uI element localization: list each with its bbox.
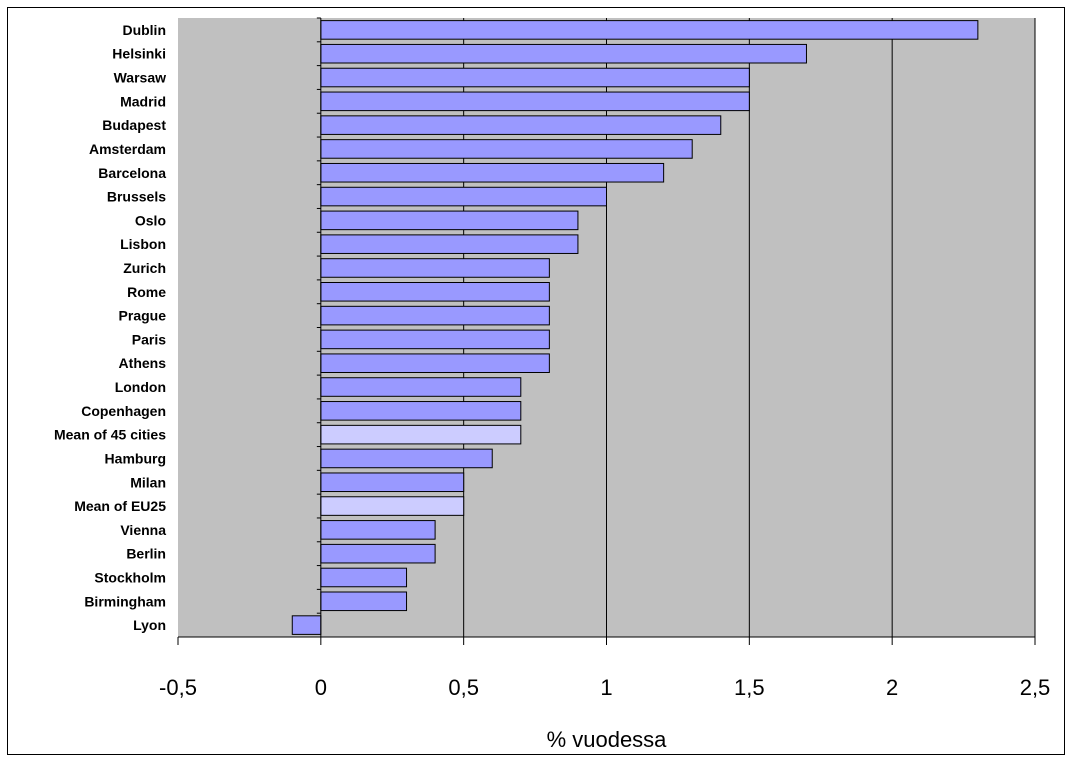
category-label: Mean of 45 cities [54, 427, 166, 443]
bar-london [320, 377, 522, 397]
category-label: Helsinki [112, 46, 166, 62]
bar-copenhagen [320, 401, 522, 421]
bar-berlin [320, 543, 436, 564]
bar-dublin [320, 20, 979, 40]
category-label: Lyon [133, 617, 166, 633]
category-label: Brussels [107, 189, 166, 205]
bar-warsaw [320, 67, 750, 88]
bar-paris [320, 329, 550, 350]
category-label: Rome [127, 284, 166, 300]
category-label: Vienna [120, 522, 166, 538]
bar-brussels [320, 186, 607, 207]
bar-hamburg [320, 448, 493, 469]
bar-helsinki [320, 43, 807, 64]
category-label: Mean of EU25 [74, 498, 166, 514]
category-label: Berlin [126, 546, 166, 562]
x-tick-label: 0,5 [448, 675, 479, 700]
category-label: Barcelona [98, 165, 166, 181]
x-tick-label: 1 [600, 675, 612, 700]
category-label: Hamburg [105, 450, 166, 466]
x-axis-title: % vuodessa [547, 727, 668, 752]
bar-lisbon [320, 234, 579, 254]
category-labels: Dublin Helsinki Warsaw Madrid Budapest Amster… [54, 22, 166, 633]
bars [291, 20, 979, 635]
category-label: London [115, 379, 166, 395]
category-label: Lisbon [120, 236, 166, 252]
x-tick-label: 0 [315, 675, 327, 700]
category-label: Zurich [123, 260, 166, 276]
category-label: Milan [130, 474, 166, 490]
bar-mean-of-eu25 [320, 496, 465, 516]
bar-prague [320, 305, 550, 326]
bar-barcelona [320, 162, 665, 183]
category-label: Dublin [122, 22, 166, 38]
category-label: Paris [132, 331, 166, 347]
bar-athens [320, 353, 550, 373]
bar-oslo [320, 210, 579, 231]
bar-zurich [320, 258, 550, 278]
bar-stockholm [320, 567, 408, 588]
bar-amsterdam [320, 139, 693, 159]
category-label: Warsaw [114, 70, 167, 86]
category-label: Prague [119, 308, 167, 324]
category-label: Budapest [102, 117, 166, 133]
bar-budapest [320, 115, 722, 135]
category-label: Madrid [120, 93, 166, 109]
bar-birmingham [320, 591, 408, 612]
bar-rome [320, 282, 550, 302]
x-tick-label: 1,5 [734, 675, 765, 700]
x-tick-label: 2,5 [1020, 675, 1051, 700]
category-label: Stockholm [94, 569, 166, 585]
x-tick-labels: -0,5 0 0,5 1 1,5 2 2,5 [159, 675, 1050, 700]
bar-mean-of-45-cities [320, 424, 522, 445]
x-tick-label: 2 [886, 675, 898, 700]
bar-milan [320, 472, 465, 493]
category-label: Athens [119, 355, 167, 371]
category-label: Amsterdam [89, 141, 166, 157]
bar-vienna [320, 520, 436, 540]
x-tick-label: -0,5 [159, 675, 197, 700]
category-label: Birmingham [84, 593, 166, 609]
bar-madrid [320, 91, 750, 112]
category-label: Oslo [135, 212, 166, 228]
category-label: Copenhagen [81, 403, 166, 419]
axes [177, 17, 1036, 645]
bar-lyon [291, 615, 322, 635]
